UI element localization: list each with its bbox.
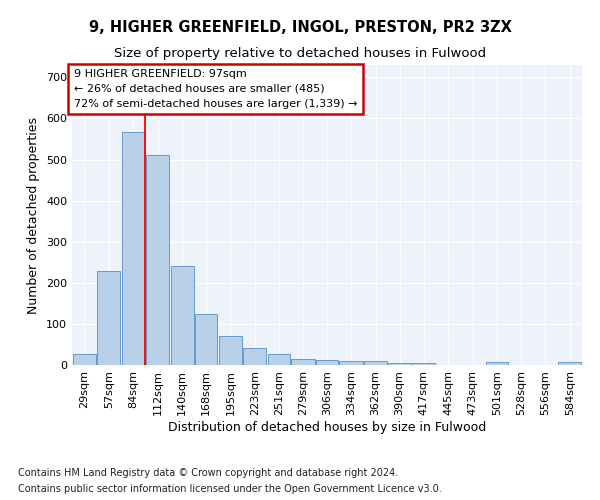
Bar xyxy=(195,314,217,365)
Bar xyxy=(268,354,290,365)
Bar xyxy=(219,336,242,365)
Bar xyxy=(412,363,435,365)
Bar xyxy=(73,354,96,365)
Bar xyxy=(388,363,411,365)
Bar xyxy=(316,360,338,365)
Bar xyxy=(485,362,508,365)
Bar xyxy=(340,361,362,365)
Bar xyxy=(146,156,169,365)
Text: Size of property relative to detached houses in Fulwood: Size of property relative to detached ho… xyxy=(114,48,486,60)
Bar xyxy=(243,348,266,365)
Text: Contains HM Land Registry data © Crown copyright and database right 2024.: Contains HM Land Registry data © Crown c… xyxy=(18,468,398,477)
Bar xyxy=(170,266,194,365)
Bar xyxy=(97,272,121,365)
Y-axis label: Number of detached properties: Number of detached properties xyxy=(28,116,40,314)
X-axis label: Distribution of detached houses by size in Fulwood: Distribution of detached houses by size … xyxy=(168,420,486,434)
Bar xyxy=(122,132,145,365)
Text: 9, HIGHER GREENFIELD, INGOL, PRESTON, PR2 3ZX: 9, HIGHER GREENFIELD, INGOL, PRESTON, PR… xyxy=(89,20,511,35)
Text: 9 HIGHER GREENFIELD: 97sqm
← 26% of detached houses are smaller (485)
72% of sem: 9 HIGHER GREENFIELD: 97sqm ← 26% of deta… xyxy=(74,69,357,108)
Bar xyxy=(364,361,387,365)
Bar xyxy=(292,359,314,365)
Text: Contains public sector information licensed under the Open Government Licence v3: Contains public sector information licen… xyxy=(18,484,442,494)
Bar xyxy=(558,362,581,365)
